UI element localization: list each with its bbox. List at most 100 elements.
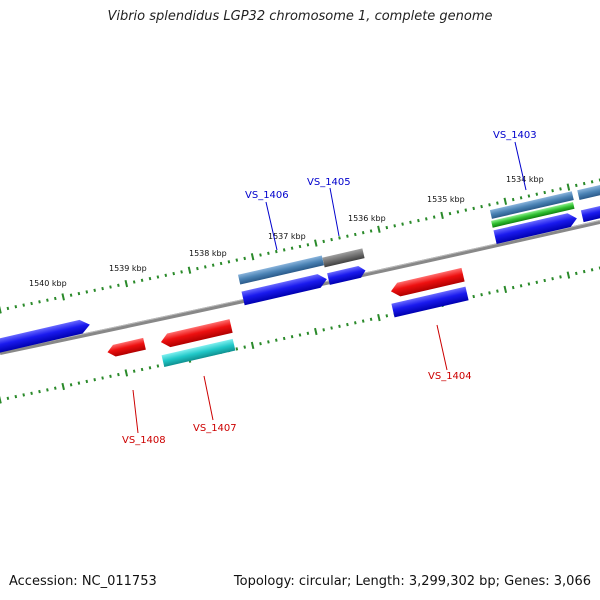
ruler-upper-minor-tick	[330, 237, 333, 242]
ruler-upper-minor-tick	[480, 204, 483, 209]
ruler-upper-minor-tick	[46, 298, 49, 302]
ruler-lower-minor-tick	[330, 326, 333, 330]
accession-label: Accession: NC_011753	[9, 574, 157, 589]
ruler-lower-major-tick	[377, 313, 381, 322]
ruler-upper-minor-tick	[219, 261, 223, 266]
ruler-upper-minor-tick	[424, 217, 428, 221]
gene-label-vs1403[interactable]: VS_1403	[493, 130, 537, 141]
ruler-upper-minor-tick	[211, 263, 215, 267]
gene-label-vs1405[interactable]: VS_1405	[307, 177, 351, 188]
ruler-label-1539: 1539 kbp	[109, 264, 147, 273]
ruler-upper-minor-tick	[338, 236, 341, 240]
ruler-upper-minor-tick	[156, 275, 160, 279]
ruler-upper-minor-tick	[14, 305, 18, 309]
ruler-lower-minor-tick	[243, 345, 247, 349]
ruler-upper-minor-tick	[472, 206, 476, 211]
ruler-lower-minor-tick	[574, 271, 578, 276]
ruler-upper-minor-tick	[30, 301, 33, 306]
gene-label-vs1408[interactable]: VS_1408	[122, 435, 166, 446]
ruler-upper-minor-tick	[409, 220, 412, 224]
ruler-upper-minor-tick	[196, 266, 199, 271]
gene-label-vs1404[interactable]: VS_1404	[428, 371, 472, 382]
ruler-upper-minor-tick	[38, 300, 41, 304]
ruler-label-1536: 1536 kbp	[348, 214, 386, 223]
ruler-lower-minor-tick	[480, 293, 483, 297]
ruler-label-1537: 1537 kbp	[268, 232, 306, 241]
ruler-lower-minor-tick	[519, 284, 523, 288]
ruler-upper-minor-tick	[393, 224, 397, 228]
ruler-lower-major-tick	[503, 285, 508, 294]
ruler-upper-major-tick	[377, 225, 381, 233]
ruler-upper-minor-tick	[582, 181, 586, 186]
ruler-lower-major-tick	[124, 369, 129, 377]
ruler-lower-minor-tick	[156, 364, 160, 368]
ruler-lower-minor-tick	[322, 328, 326, 332]
ruler-upper-minor-tick	[535, 192, 539, 196]
ruler-lower-minor-tick	[298, 333, 302, 337]
ruler-upper-major-tick	[440, 211, 444, 220]
ruler-lower-minor-tick	[282, 336, 286, 341]
ruler-lower-minor-tick	[46, 388, 49, 392]
ruler-lower-minor-tick	[53, 386, 57, 390]
feature-cyan-1407	[161, 338, 236, 367]
ruler-upper-minor-tick	[77, 291, 81, 296]
ruler-lower-minor-tick	[38, 389, 41, 394]
ruler-upper-minor-tick	[267, 251, 270, 255]
ruler-upper-minor-tick	[543, 190, 547, 195]
ruler-upper-minor-tick	[117, 283, 120, 287]
ruler-upper-minor-tick	[22, 303, 26, 307]
ruler-lower-minor-tick	[338, 324, 341, 328]
ruler-upper-minor-tick	[93, 288, 97, 292]
ruler-upper-minor-tick	[527, 194, 531, 198]
ruler-upper-minor-tick	[369, 229, 373, 233]
ruler-lower-minor-tick	[551, 277, 554, 281]
ruler-upper-minor-tick	[598, 178, 600, 182]
ruler-lower-minor-tick	[346, 322, 349, 327]
ruler-lower-minor-tick	[85, 379, 89, 384]
ruler-lower-minor-tick	[511, 285, 515, 290]
feature-cds-1403	[493, 213, 577, 245]
ruler-upper-major-tick	[314, 239, 318, 247]
ruler-upper-minor-tick	[274, 249, 278, 254]
ruler-upper-major-tick	[566, 183, 571, 191]
ruler-upper-minor-tick	[464, 208, 468, 212]
ruler-lower-minor-tick	[369, 317, 373, 321]
feature-green-1403	[491, 201, 575, 228]
gene-label-vs1406[interactable]: VS_1406	[245, 190, 289, 201]
feature-red-1408	[107, 337, 146, 357]
ruler-upper-minor-tick	[235, 258, 239, 262]
ruler-upper-minor-tick	[6, 306, 10, 311]
ruler-lower-minor-tick	[132, 369, 136, 373]
ruler-upper-minor-tick	[69, 293, 73, 297]
ruler-upper-minor-tick	[322, 239, 326, 244]
feature-gray-1405	[322, 248, 365, 268]
ruler-lower-minor-tick	[590, 268, 594, 272]
features-lower	[107, 267, 469, 367]
ruler-lower-minor-tick	[69, 383, 73, 387]
ruler-lower-major-tick	[61, 382, 65, 391]
ruler-upper-minor-tick	[85, 290, 89, 294]
feature-cds-1406	[241, 274, 327, 306]
ruler-upper-major-tick	[124, 279, 129, 288]
ruler-upper-minor-tick	[488, 203, 491, 207]
ruler-label-1540: 1540 kbp	[29, 279, 67, 288]
ruler-upper-minor-tick	[519, 196, 523, 200]
ruler-lower-major-tick	[250, 341, 255, 350]
ruler-upper-minor-tick	[559, 187, 562, 191]
feature-red-1404	[390, 267, 465, 297]
ruler-label-1538: 1538 kbp	[189, 249, 227, 258]
ruler-upper-minor-tick	[298, 244, 302, 249]
ruler-lower-minor-tick	[267, 340, 270, 344]
ruler-lower-minor-tick	[140, 367, 144, 372]
ruler-lower-major-tick	[566, 271, 571, 279]
ruler-upper-minor-tick	[432, 215, 436, 219]
ruler-lower-minor-tick	[14, 394, 18, 399]
gene-label-vs1407[interactable]: VS_1407	[193, 423, 237, 434]
ruler-lower-major-tick	[314, 327, 318, 336]
ruler-upper-major-tick	[503, 197, 508, 205]
feature-red-1407	[160, 319, 233, 348]
ruler-lower-minor-tick	[559, 275, 562, 279]
ruler-label-1534: 1534 kbp	[506, 175, 544, 184]
ruler-lower-minor-tick	[598, 266, 600, 270]
